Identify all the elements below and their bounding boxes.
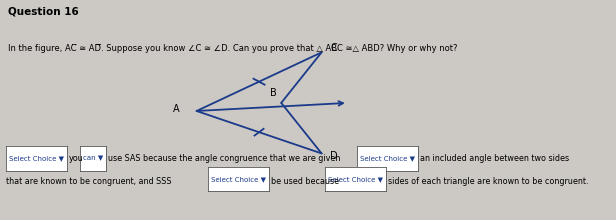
Text: use SAS because the angle congruence that we are given: use SAS because the angle congruence tha… <box>108 154 341 163</box>
Text: B: B <box>270 88 277 98</box>
Text: Select Choice ▼: Select Choice ▼ <box>211 176 266 182</box>
Text: Select Choice ▼: Select Choice ▼ <box>328 176 383 182</box>
Text: that are known to be congruent, and SSS: that are known to be congruent, and SSS <box>6 177 172 186</box>
Text: Question 16: Question 16 <box>8 7 79 16</box>
Text: an included angle between two sides: an included angle between two sides <box>420 154 569 163</box>
Text: can ▼: can ▼ <box>83 155 103 161</box>
Text: be used because: be used because <box>271 177 339 186</box>
Text: D: D <box>330 151 338 161</box>
Text: In the figure, AC̅ ≅ AD̅. Suppose you know ∠C ≅ ∠D. Can you prove that △ ABC ≅△ : In the figure, AC̅ ≅ AD̅. Suppose you kn… <box>8 44 458 53</box>
Text: C: C <box>330 43 337 53</box>
Text: Select Choice ▼: Select Choice ▼ <box>360 155 415 161</box>
Text: A: A <box>173 104 180 114</box>
Text: you: you <box>69 154 84 163</box>
Text: sides of each triangle are known to be congruent.: sides of each triangle are known to be c… <box>388 177 588 186</box>
Text: Select Choice ▼: Select Choice ▼ <box>9 155 64 161</box>
